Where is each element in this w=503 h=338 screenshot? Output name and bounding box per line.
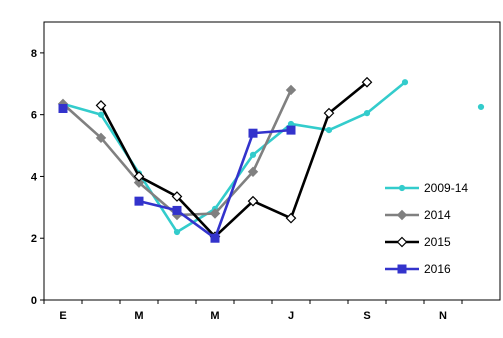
series-2016: [58, 103, 296, 243]
legend: 2009-14 2014 2015 2016: [385, 181, 468, 276]
x-tick-label: M: [210, 310, 219, 322]
data-point: [323, 107, 335, 119]
series-layer: [57, 76, 485, 243]
data-point: [401, 79, 409, 86]
data-point: [171, 191, 183, 202]
data-point: [133, 177, 145, 188]
legend-label: 2014: [424, 208, 451, 222]
data-point: [396, 236, 408, 248]
data-point: [248, 128, 258, 138]
series-line: [62, 81, 406, 234]
x-tick-label: J: [288, 310, 294, 322]
y-tick-label: 8: [31, 48, 37, 60]
data-point: [286, 125, 296, 135]
data-point: [173, 228, 181, 236]
data-point: [210, 233, 220, 243]
data-point: [95, 100, 107, 111]
series-2014: [57, 84, 297, 221]
y-tick-label: 4: [31, 171, 38, 183]
legend-label: 2015: [424, 235, 451, 249]
legend-entry: 2015: [385, 235, 451, 249]
legend-label: 2016: [424, 262, 451, 276]
data-point: [209, 208, 221, 219]
x-tick-label: E: [59, 310, 66, 322]
x-tick-label: N: [439, 310, 447, 322]
data-point: [247, 166, 259, 178]
data-point: [285, 84, 297, 96]
legend-entry: 2009-14: [385, 181, 468, 195]
data-point: [97, 111, 105, 118]
series-2015: [95, 76, 373, 243]
legend-label: 2009-14: [424, 181, 468, 195]
y-tick-label: 2: [31, 233, 37, 245]
data-point: [477, 103, 485, 111]
data-point: [133, 171, 145, 182]
x-tick-label: S: [363, 310, 370, 322]
data-point: [172, 205, 182, 215]
data-point: [396, 209, 408, 221]
data-point: [363, 110, 371, 117]
legend-entry: 2014: [385, 208, 451, 222]
data-point: [95, 132, 107, 144]
y-tick-label: 0: [31, 295, 37, 307]
data-point: [285, 212, 297, 224]
data-point: [247, 195, 259, 207]
axes: 0 2 4 6 8 E M M J S N: [31, 21, 501, 322]
series-line: [99, 81, 368, 238]
y-tick-label: 6: [31, 110, 37, 122]
data-point: [249, 151, 257, 158]
legend-entry: 2016: [385, 262, 451, 276]
data-point: [58, 103, 68, 113]
data-point: [361, 76, 373, 88]
data-point: [134, 196, 144, 206]
data-point: [325, 127, 333, 134]
data-point: [398, 184, 406, 192]
x-tick-label: M: [134, 310, 143, 322]
data-point: [397, 264, 407, 274]
